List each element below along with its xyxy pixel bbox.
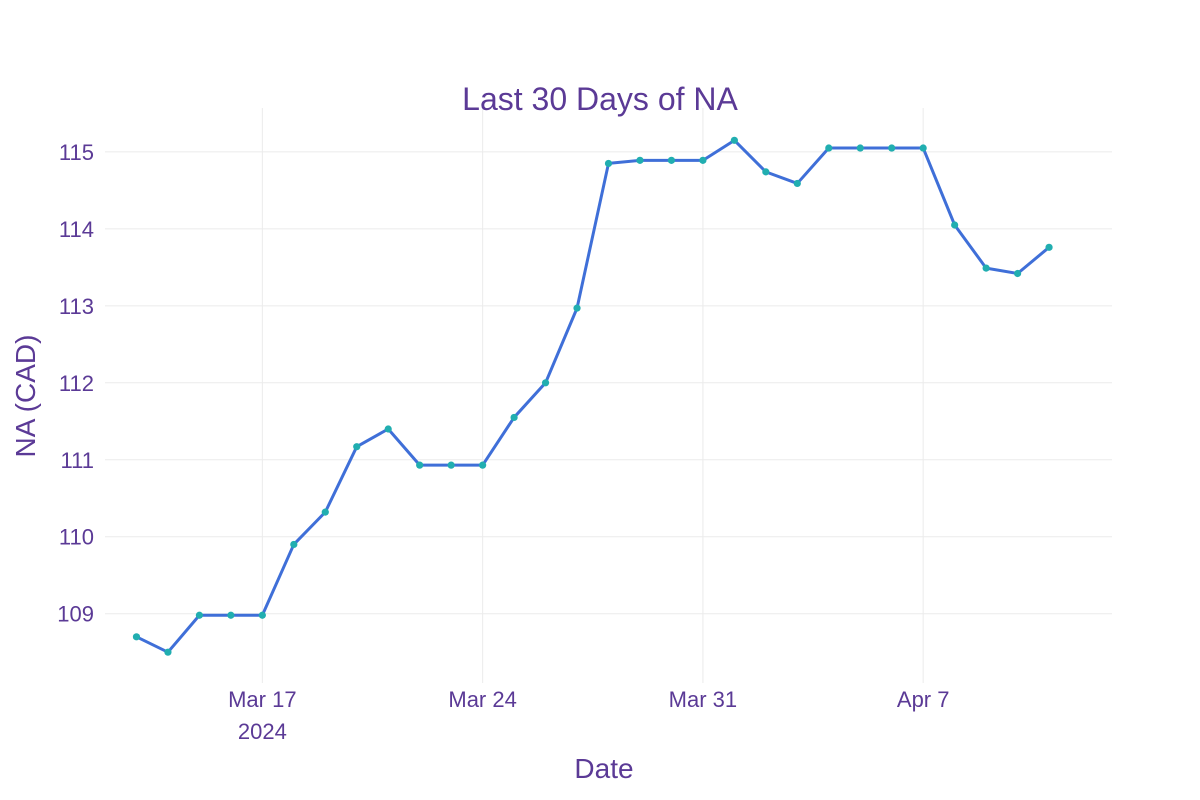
data-point — [164, 648, 172, 656]
series-line — [135, 138, 1051, 654]
y-tick-label: 113 — [59, 294, 94, 319]
x-tick-label: Mar 31 — [669, 687, 737, 712]
data-point — [541, 379, 550, 387]
data-point — [699, 156, 707, 164]
x-tick-label: Apr 7 — [897, 687, 950, 712]
data-point — [951, 221, 959, 229]
data-point — [636, 156, 644, 164]
data-point — [982, 264, 990, 272]
x-tick-label: Mar 17 — [228, 687, 296, 712]
data-point — [793, 179, 801, 188]
data-point — [353, 443, 361, 451]
data-point — [132, 633, 141, 641]
data-point — [1013, 269, 1022, 278]
data-point — [321, 508, 329, 516]
y-tick-label: 111 — [61, 448, 94, 473]
y-tick-label: 109 — [57, 602, 94, 627]
data-point — [825, 144, 833, 152]
x-axis-ticks: Mar 17 2024 Mar 24 Mar 31 Apr 7 — [228, 687, 949, 744]
data-point — [604, 159, 613, 168]
y-tick-label: 114 — [59, 217, 94, 242]
data-point — [856, 144, 864, 152]
data-point — [573, 304, 581, 312]
data-point — [919, 144, 927, 152]
y-tick-label: 115 — [59, 140, 94, 165]
y-tick-label: 110 — [59, 525, 94, 550]
data-point — [1045, 243, 1053, 251]
grid-lines — [105, 108, 1112, 683]
data-point — [290, 540, 298, 549]
x-axis-title: Date — [574, 753, 633, 784]
data-point — [888, 144, 896, 152]
data-point — [510, 413, 518, 422]
x-tick-sublabel: 2024 — [238, 719, 287, 744]
data-point — [258, 611, 266, 619]
data-point — [479, 461, 487, 469]
data-point — [762, 168, 770, 176]
data-point — [384, 425, 392, 433]
y-axis-title: NA (CAD) — [10, 335, 41, 458]
series-layer — [132, 136, 1053, 656]
y-tick-label: 112 — [59, 371, 94, 396]
data-point — [447, 461, 455, 469]
data-point — [730, 136, 738, 144]
x-tick-label: Mar 24 — [448, 687, 516, 712]
data-point — [227, 611, 235, 619]
y-axis-ticks: 109 110 111 112 113 114 115 — [57, 140, 94, 627]
data-point — [416, 461, 424, 469]
data-point — [195, 611, 204, 619]
chart-title: Last 30 Days of NA — [462, 81, 738, 117]
data-point — [667, 156, 676, 164]
